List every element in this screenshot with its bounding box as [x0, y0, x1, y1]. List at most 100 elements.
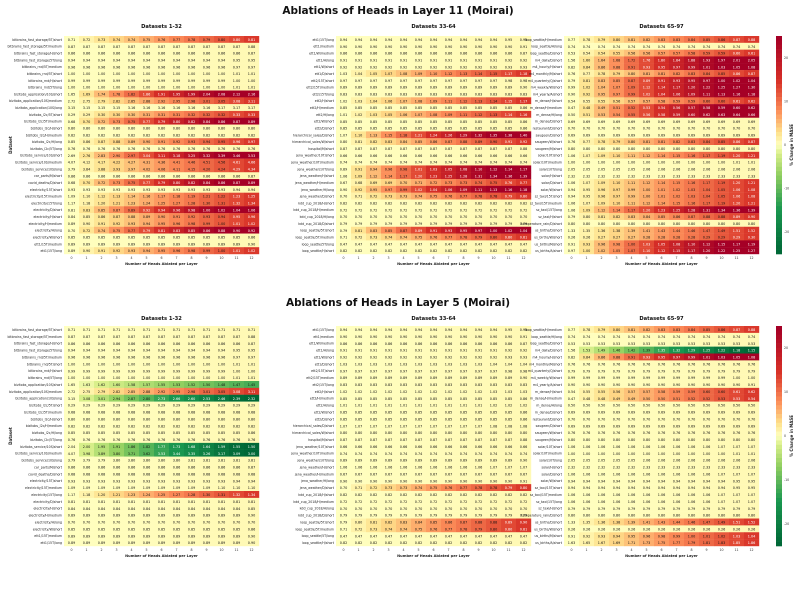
colorbar-segment — [776, 219, 782, 224]
figure-title: Ablations of Heads in Layer 11 (Moirai) — [282, 5, 513, 17]
cell-value: 0.85 — [340, 127, 348, 131]
row-label: saugeen/M/short — [535, 438, 562, 442]
cell-value: 0.82 — [355, 202, 363, 206]
heatmap-cell — [426, 117, 442, 125]
cell-value: 0.79 — [613, 72, 621, 76]
heatmap-cell — [381, 213, 397, 221]
cell-value: 0.69 — [598, 411, 606, 415]
heatmap-cell — [214, 172, 230, 180]
heatmap-cell — [471, 110, 487, 118]
heatmap-cell — [381, 240, 397, 248]
cell-value: 1.31 — [218, 493, 226, 497]
x-tick-label: 4 — [130, 548, 132, 552]
cell-value: 0.80 — [490, 236, 498, 240]
heatmap-cell — [699, 49, 715, 57]
cell-value: 0.89 — [83, 242, 91, 246]
cell-value: 0.70 — [643, 127, 651, 131]
cell-value: 0.74 — [445, 452, 453, 456]
cell-value: 0.79 — [568, 79, 576, 83]
cell-value: 0.90 — [460, 479, 468, 483]
heatmap-cell — [169, 185, 185, 193]
cell-value: 1.07 — [415, 113, 423, 117]
colorbar-segment — [776, 123, 782, 128]
cell-value: 1.27 — [173, 202, 181, 206]
cell-value: 0.69 — [568, 133, 576, 137]
heatmap-cell — [169, 104, 185, 112]
cell-value: 0.96 — [68, 356, 76, 360]
cell-value: 1.22 — [718, 349, 726, 353]
heatmap-cell — [366, 110, 382, 118]
cell-value: 0.80 — [370, 431, 378, 435]
cell-value: 0.81 — [233, 500, 241, 504]
cell-value: 0.26 — [568, 236, 576, 240]
cell-value: 0.60 — [703, 99, 711, 103]
cell-value: 0.90 — [643, 383, 651, 387]
heatmap-cell — [516, 240, 532, 248]
cell-value: 0.89 — [68, 242, 76, 246]
cell-value: 0.93 — [445, 229, 453, 233]
cell-value: 0.70 — [400, 507, 408, 511]
cell-value: 0.82 — [460, 541, 468, 545]
cell-value: 0.86 — [430, 342, 438, 346]
heatmap-cell — [336, 145, 352, 153]
cell-value: 0.59 — [688, 99, 696, 103]
heatmap-cell — [441, 219, 457, 227]
x-tick-label: 1 — [585, 256, 587, 260]
cell-value: 1.15 — [673, 249, 681, 253]
cell-value: 1.91 — [113, 445, 121, 449]
heatmap-cell — [426, 151, 442, 159]
cell-value: 1.17 — [400, 174, 408, 178]
cell-value: 0.47 — [415, 534, 423, 538]
cell-value: 2.32 — [583, 174, 591, 178]
heatmap-cell — [426, 56, 442, 64]
cell-value: 1.06 — [445, 188, 453, 192]
cell-value: 0.69 — [628, 424, 636, 428]
heatmap-cell — [139, 49, 155, 57]
cell-value: 0.91 — [430, 58, 438, 62]
cell-value: 3.26 — [203, 452, 211, 456]
cell-value: 2.39 — [233, 397, 241, 401]
heatmap-cell — [486, 226, 502, 234]
cell-value: 1.00 — [218, 222, 226, 226]
cell-value: 1.10 — [430, 72, 438, 76]
cell-value: 2.33 — [688, 174, 696, 178]
cell-value: 0.70 — [68, 521, 76, 525]
cell-value: 0.80 — [628, 438, 636, 442]
heatmap-cell — [154, 110, 170, 118]
colorbar-segment — [776, 131, 782, 137]
cell-value: 0.93 — [68, 479, 76, 483]
cell-value: 1.00 — [98, 376, 106, 380]
cell-value: 0.69 — [568, 424, 576, 428]
heatmap-cell — [411, 172, 427, 180]
cell-value: 0.81 — [68, 208, 76, 212]
cell-value: 1.19 — [718, 154, 726, 158]
cell-value: 0.89 — [98, 242, 106, 246]
heatmap-cell — [366, 90, 382, 98]
cell-value: 1.08 — [490, 424, 498, 428]
cell-value: 0.52 — [688, 397, 696, 401]
heatmap-cell — [714, 36, 730, 44]
heatmap-cell — [441, 233, 457, 241]
row-label: jena_weather/H/medium — [294, 181, 334, 185]
cell-value: 1.06 — [673, 93, 681, 97]
cell-value: 1.95 — [98, 445, 106, 449]
cell-value: 0.87 — [98, 335, 106, 339]
colorbar-segment — [776, 92, 782, 98]
cell-value: 0.79 — [475, 527, 483, 531]
colorbar-label: % Change in MASE — [789, 124, 794, 166]
cell-value: 0.66 — [520, 154, 528, 158]
heatmap-cell — [184, 233, 200, 241]
cell-value: 1.15 — [490, 72, 498, 76]
cell-value: 0.89 — [113, 242, 121, 246]
cell-value: 0.76 — [83, 438, 91, 442]
cell-value: 0.86 — [188, 342, 196, 346]
cell-value: 0.50 — [748, 404, 756, 408]
cell-value: 1.24 — [143, 493, 151, 497]
heatmap-cell — [214, 131, 230, 139]
heatmap-cell — [516, 97, 532, 105]
cell-value: 1.50 — [248, 445, 256, 449]
heatmap-cell — [594, 63, 610, 71]
cell-value: 0.82 — [355, 249, 363, 253]
cell-value: 0.27 — [598, 236, 606, 240]
heatmap-cell — [381, 124, 397, 132]
